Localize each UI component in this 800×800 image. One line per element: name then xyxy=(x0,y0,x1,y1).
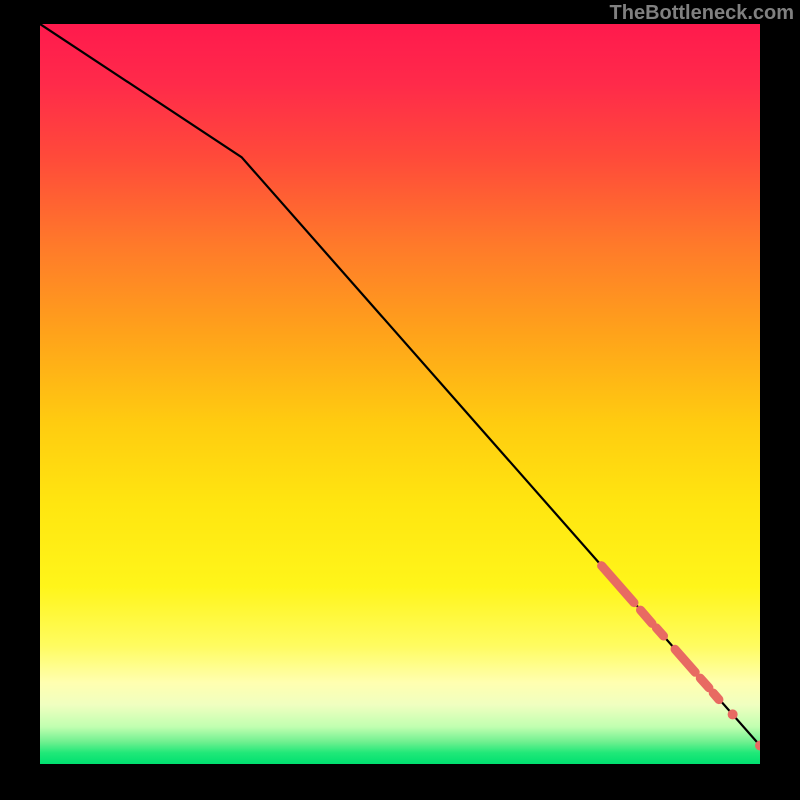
marker-segment xyxy=(656,628,663,636)
marker-segment xyxy=(675,649,695,672)
trend-line xyxy=(40,24,760,746)
chart-overlay xyxy=(40,24,760,764)
marker-dot xyxy=(728,709,738,719)
marker-segment xyxy=(713,693,719,700)
marker-segment xyxy=(602,566,634,603)
figure-root: TheBottleneck.com xyxy=(0,0,800,800)
marker-segment xyxy=(640,610,652,623)
watermark-text: TheBottleneck.com xyxy=(610,2,794,25)
marker-segment xyxy=(700,678,709,688)
plot-area xyxy=(40,24,760,764)
